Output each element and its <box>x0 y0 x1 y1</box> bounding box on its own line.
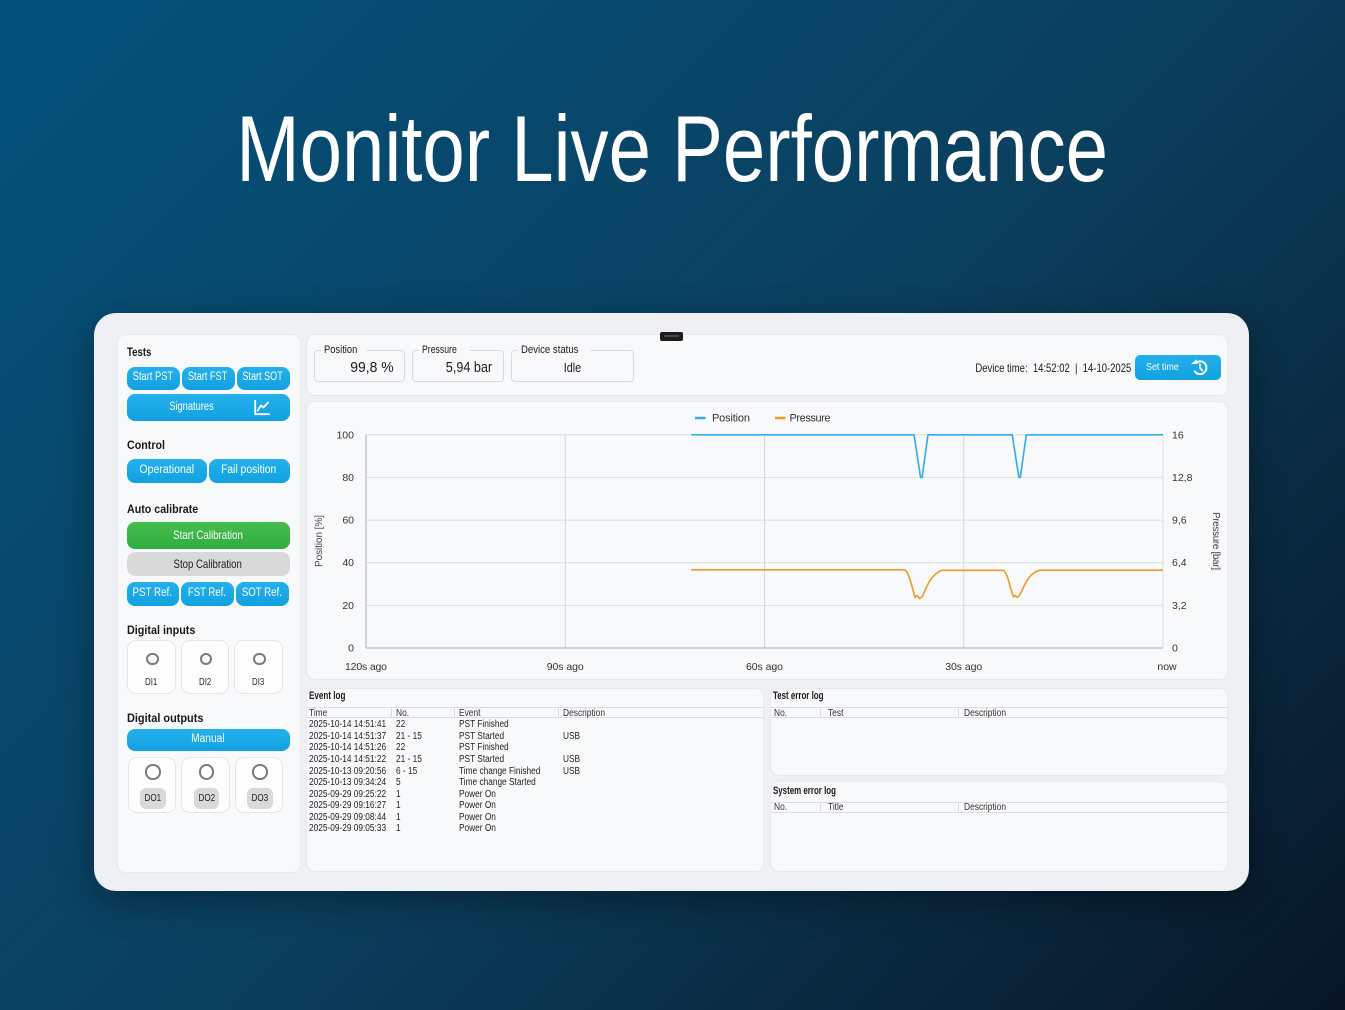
svg-text:80: 80 <box>342 472 354 484</box>
svg-text:20: 20 <box>342 600 354 612</box>
svg-text:6,4: 6,4 <box>1172 557 1187 569</box>
svg-text:16: 16 <box>1172 429 1184 441</box>
svg-text:Position [%]: Position [%] <box>314 515 325 567</box>
svg-text:0: 0 <box>1172 643 1178 655</box>
svg-text:60: 60 <box>342 515 354 527</box>
svg-text:120s ago: 120s ago <box>345 661 387 673</box>
svg-text:now: now <box>1157 661 1177 673</box>
svg-text:40: 40 <box>342 557 354 569</box>
svg-text:Position: Position <box>712 413 750 425</box>
svg-text:100: 100 <box>336 429 354 441</box>
svg-text:60s ago: 60s ago <box>746 661 783 673</box>
svg-text:90s ago: 90s ago <box>547 661 584 673</box>
svg-text:Pressure [bar]: Pressure [bar] <box>1210 512 1221 570</box>
svg-text:9,6: 9,6 <box>1172 515 1187 527</box>
svg-text:0: 0 <box>348 643 354 655</box>
svg-text:Pressure: Pressure <box>790 413 831 425</box>
svg-text:30s ago: 30s ago <box>945 661 982 673</box>
svg-text:12,8: 12,8 <box>1172 472 1193 484</box>
svg-text:3,2: 3,2 <box>1172 600 1187 612</box>
